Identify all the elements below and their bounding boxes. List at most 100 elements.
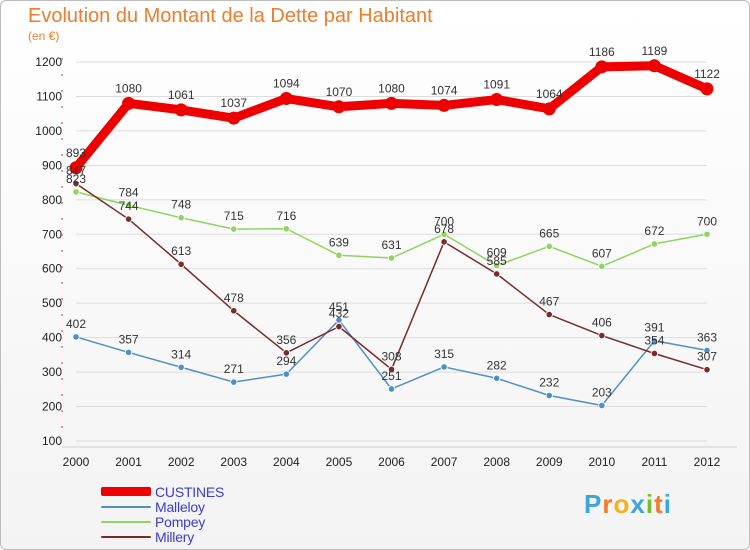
- data-point-pompey: [177, 214, 185, 222]
- data-label-custines: 1122: [694, 67, 720, 81]
- x-tick-label: 2000: [63, 455, 90, 469]
- data-label-custines: 1080: [115, 81, 142, 95]
- data-label-custines: 893: [66, 146, 86, 160]
- data-label-pompey: 700: [697, 214, 717, 228]
- data-label-malleloy: 451: [329, 300, 349, 314]
- data-point-pompey: [124, 201, 133, 209]
- data-label-pompey: 639: [329, 235, 349, 249]
- data-point-pompey: [72, 188, 80, 196]
- data-label-malleloy: 402: [66, 317, 86, 331]
- data-label-malleloy: 294: [276, 354, 296, 368]
- data-point-millery: [387, 365, 396, 373]
- logo-letter: t: [654, 489, 664, 519]
- data-point-pompey: [230, 225, 238, 233]
- legend-swatch-millery: [101, 536, 151, 538]
- data-label-pompey: 748: [171, 198, 191, 212]
- logo-letter: r: [602, 489, 614, 519]
- data-point-pompey: [545, 242, 553, 250]
- data-point-custines: [490, 93, 504, 107]
- data-label-malleloy: 251: [381, 369, 401, 383]
- data-label-custines: 1070: [326, 85, 353, 99]
- x-tick-label: 2010: [588, 455, 615, 469]
- y-tick-label: 300: [42, 365, 62, 379]
- data-label-custines: 1091: [483, 78, 510, 92]
- data-label-millery: 356: [276, 333, 296, 347]
- x-tick-label: 2005: [326, 455, 353, 469]
- data-point-millery: [545, 310, 553, 319]
- data-point-malleloy: [177, 363, 185, 371]
- data-point-custines: [332, 100, 346, 114]
- data-point-malleloy: [72, 333, 80, 341]
- data-label-custines: 1094: [273, 77, 300, 91]
- data-label-millery: 308: [381, 349, 401, 363]
- data-point-custines: [227, 111, 241, 125]
- chart-subtitle: (en €): [28, 29, 60, 43]
- data-point-millery: [230, 307, 238, 315]
- logo-letter: x: [630, 489, 646, 519]
- data-point-pompey: [387, 254, 396, 262]
- data-point-custines: [69, 161, 83, 175]
- x-tick-label: 2008: [483, 455, 510, 469]
- data-label-millery: 478: [224, 291, 244, 305]
- legend-label-millery: Millery: [155, 529, 195, 545]
- legend-swatch-malleloy: [101, 506, 151, 508]
- data-point-custines: [122, 96, 136, 110]
- data-point-malleloy: [650, 337, 659, 345]
- x-tick-label: 2009: [536, 455, 563, 469]
- data-point-pompey: [703, 230, 711, 238]
- legend-label-malleloy: Malleloy: [155, 499, 205, 515]
- data-label-pompey: 665: [539, 226, 559, 240]
- y-tick-label: 700: [42, 227, 62, 241]
- data-label-millery: 585: [487, 254, 507, 268]
- data-point-malleloy: [282, 370, 290, 378]
- x-tick-label: 2006: [378, 455, 405, 469]
- data-point-custines: [437, 98, 451, 112]
- data-label-millery: 354: [644, 333, 664, 347]
- data-point-custines: [647, 59, 661, 73]
- data-label-pompey: 823: [66, 172, 86, 186]
- data-label-pompey: 607: [592, 246, 612, 260]
- data-point-pompey: [335, 251, 343, 259]
- data-label-custines: 1189: [642, 44, 668, 58]
- y-tick-label: 200: [42, 400, 62, 414]
- x-tick-label: 2001: [115, 455, 142, 469]
- data-label-pompey: 609: [487, 246, 507, 260]
- data-point-custines: [542, 102, 556, 116]
- data-label-malleloy: 315: [434, 347, 454, 361]
- data-point-millery: [282, 349, 290, 357]
- data-label-malleloy: 271: [224, 362, 244, 376]
- data-point-pompey: [282, 225, 290, 233]
- data-label-malleloy: 314: [171, 347, 191, 361]
- axes: 100 200 300 400 500 600 700 800 900 1000 1100 1200 2…: [35, 55, 737, 469]
- data-label-malleloy: 363: [697, 330, 717, 344]
- y-tick-label: 100: [42, 434, 62, 448]
- y-tick-label: 500: [42, 296, 62, 310]
- series-lines: [69, 59, 714, 410]
- data-point-malleloy: [387, 385, 396, 393]
- data-point-malleloy: [230, 378, 238, 386]
- proxiti-logo: Proxiti: [584, 489, 672, 520]
- data-label-pompey: 715: [224, 209, 244, 223]
- logo-letter: o: [613, 489, 631, 519]
- data-labels: 402 357 314 271 294 451 251 315 282 232 203 391 363 8…: [66, 44, 720, 400]
- data-point-millery: [703, 366, 711, 374]
- data-label-millery: 678: [434, 222, 454, 236]
- data-point-custines: [700, 82, 714, 96]
- data-point-custines: [279, 92, 293, 106]
- data-point-pompey: [598, 262, 606, 270]
- data-point-malleloy: [493, 374, 501, 382]
- legend-swatch-pompey: [101, 521, 151, 523]
- y-tick-label: 400: [42, 331, 62, 345]
- data-label-pompey: 631: [381, 238, 401, 252]
- data-point-millery: [493, 270, 501, 278]
- data-point-malleloy: [440, 363, 448, 371]
- data-label-pompey: 700: [434, 214, 454, 228]
- data-point-malleloy: [124, 348, 133, 357]
- data-label-malleloy: 203: [592, 386, 612, 400]
- chart-title: Evolution du Montant de la Dette par Hab…: [28, 5, 433, 27]
- data-label-custines: 1064: [536, 87, 563, 101]
- x-tick-label: 2012: [694, 455, 721, 469]
- y-tick-label: 900: [42, 158, 62, 172]
- data-label-millery: 307: [697, 350, 717, 364]
